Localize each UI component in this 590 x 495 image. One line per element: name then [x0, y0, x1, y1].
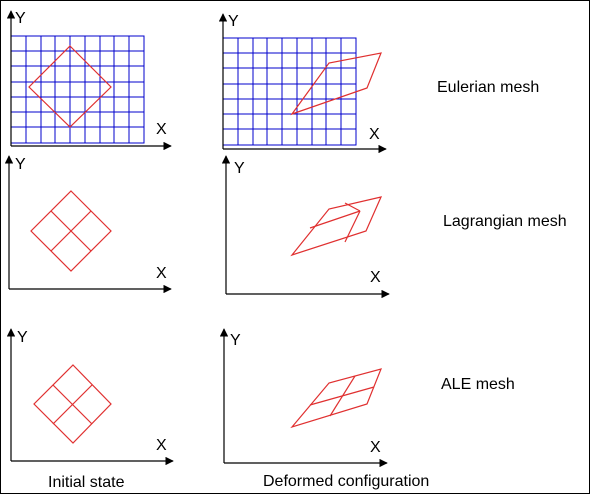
- panel-ale-initial: Y X: [6, 328, 174, 466]
- x-axis-label: X: [370, 439, 381, 456]
- row-label-eulerian: Eulerian mesh: [437, 79, 539, 96]
- row-label-ale: ALE mesh: [441, 376, 515, 393]
- y-axis-label: Y: [230, 332, 241, 349]
- y-axis-label: Y: [17, 329, 28, 346]
- y-axis-label: Y: [228, 13, 239, 30]
- panel-ale-deformed: Y X: [219, 328, 388, 468]
- panel-lagrangian-deformed: Y X: [221, 155, 390, 299]
- x-axis-label: X: [156, 437, 167, 454]
- panel-eulerian-deformed: Y X: [218, 13, 387, 154]
- lagrangian-mesh-initial: [30, 190, 112, 272]
- material-body-deformed: [290, 52, 382, 116]
- lagrangian-mesh-deformed: [290, 196, 383, 257]
- x-axis-label: X: [156, 121, 167, 138]
- row-label-lagrangian: Lagrangian mesh: [443, 213, 567, 230]
- x-axis-label: X: [369, 126, 380, 143]
- panel-eulerian-initial: Y X: [6, 10, 172, 151]
- column-label-initial: Initial state: [48, 474, 125, 491]
- x-axis-label: X: [370, 269, 381, 286]
- panel-lagrangian-initial: Y X: [4, 155, 172, 294]
- material-body-initial: [28, 45, 112, 128]
- column-label-deformed: Deformed configuration: [263, 473, 429, 490]
- eulerian-grid-deformed: [222, 37, 357, 146]
- eulerian-grid-initial: [10, 35, 145, 144]
- y-axis-label: Y: [15, 156, 26, 173]
- y-axis-label: Y: [234, 160, 245, 177]
- x-axis-label: X: [156, 265, 167, 282]
- y-axis-label: Y: [15, 10, 26, 27]
- ale-mesh-initial: [33, 364, 112, 444]
- ale-mesh-deformed: [290, 368, 383, 429]
